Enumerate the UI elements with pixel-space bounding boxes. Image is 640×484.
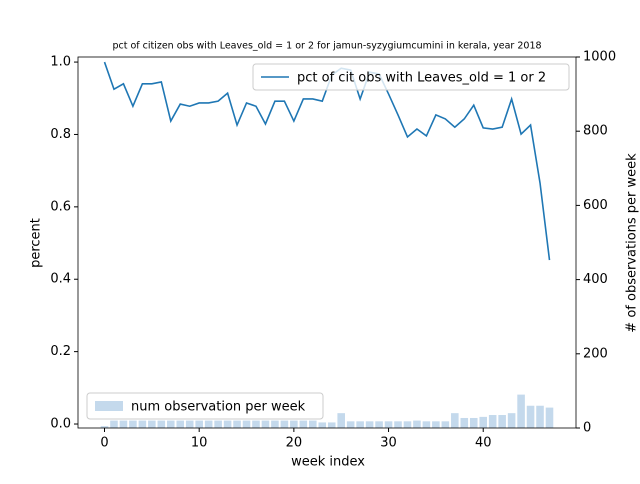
bar [526,405,535,428]
bar [214,420,222,428]
bar [271,420,279,428]
bar [375,421,383,428]
legend-swatch [95,401,123,411]
bar [479,416,488,428]
bar [252,420,260,428]
chart-title: pct of citizen obs with Leaves_old = 1 o… [112,41,541,52]
bar [507,413,516,428]
bar [356,421,364,428]
y-axis-label: percent [29,218,44,268]
bar [138,420,147,428]
legend-label: num observation per week [131,400,306,415]
bar [110,420,118,428]
bar [422,421,431,428]
y-tick-label: 0.8 [50,127,71,142]
bar [432,421,440,428]
x-tick-label: 20 [286,436,303,451]
y-tick-label: 0.6 [50,199,71,214]
bar [394,421,402,428]
bar [280,420,289,428]
bar [451,413,459,428]
bar [233,420,241,428]
x-axis-label: week index [291,455,365,470]
bar [223,420,232,428]
bar [337,413,345,428]
bar [290,420,298,428]
x-tick-label: 0 [100,436,108,451]
y-tick-label: 0.0 [50,417,71,432]
bar [129,420,137,428]
bar [185,420,194,428]
bar [195,420,203,428]
bar [384,421,393,428]
bar [498,415,506,428]
bar [346,421,355,428]
legend-box [252,63,570,91]
bar [261,420,270,428]
y2-tick-label: 200 [583,346,608,361]
y-tick-label: 0.4 [50,272,71,287]
bar [176,420,185,428]
bar [365,421,374,428]
plot-frame [77,56,577,429]
x-tick-label: 40 [475,436,492,451]
bar [536,405,544,428]
y-tick-label: 1.0 [50,55,71,70]
line [103,61,551,261]
bar [242,420,251,428]
legend-label: pct of cit obs with Leaves_old = 1 or 2 [297,71,546,86]
bar [204,420,213,428]
y-tick-label: 0.2 [50,344,71,359]
y2-tick-label: 400 [583,272,608,287]
bar [318,422,327,428]
bar [460,417,469,428]
x-tick-label: 10 [191,436,208,451]
y2-tick-label: 1000 [583,50,616,65]
legend-box [86,392,324,420]
bar [441,421,450,428]
bar [100,426,109,428]
y2-axis-label: # of observations per week [625,153,640,333]
bar [299,420,308,428]
y2-tick-label: 0 [583,421,591,436]
bar [488,415,497,428]
bar [517,394,525,428]
bar [157,420,166,428]
bar [166,420,175,428]
bar [469,417,478,428]
bar [545,407,554,428]
bar [309,420,317,428]
y2-tick-label: 800 [583,124,608,139]
bar [413,420,421,428]
bar [119,420,128,428]
y2-tick-label: 600 [583,198,608,213]
bar [403,421,412,428]
bar [327,422,336,428]
x-tick-label: 30 [380,436,397,451]
bar [148,420,156,428]
